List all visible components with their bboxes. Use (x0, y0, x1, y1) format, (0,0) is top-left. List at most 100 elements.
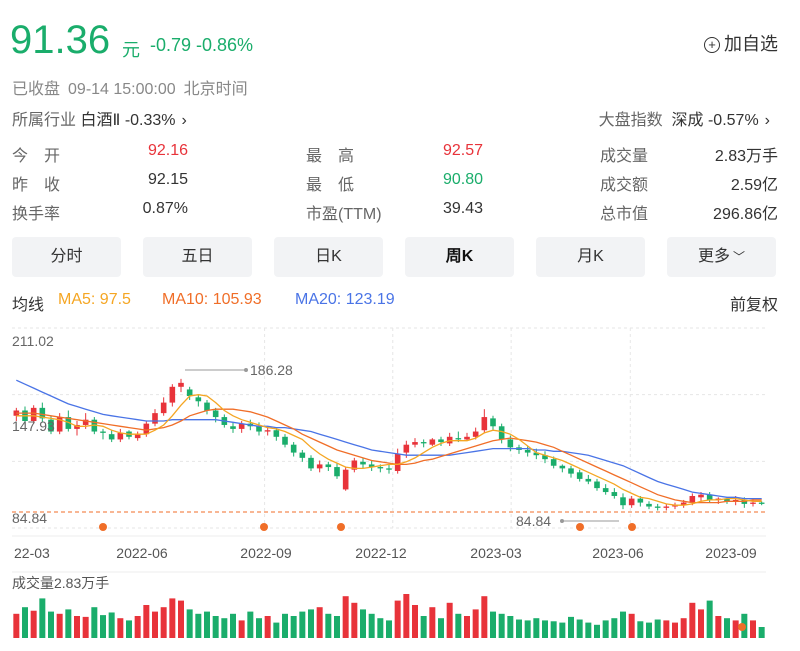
volume-bar (230, 613, 236, 638)
stat-value: 90.80 (442, 171, 483, 188)
volume-bar (325, 613, 332, 638)
volume-bar (576, 619, 583, 638)
candle-body (663, 506, 670, 508)
adjust-toggle[interactable]: 前复权 (729, 297, 778, 314)
stat-value: 92.16 (147, 142, 188, 159)
industry-link[interactable]: 所属行业 白酒Ⅱ -0.33% › (12, 106, 187, 130)
tab-monthly-k[interactable]: 月K (536, 237, 645, 277)
candle-body (377, 467, 384, 469)
min-price-label: 84.84 (516, 513, 551, 529)
candle-body (160, 402, 167, 414)
status-text: 已收盘 (12, 81, 61, 98)
candle-body (273, 430, 280, 437)
candle-body (750, 502, 756, 504)
industry-name: 白酒Ⅱ (80, 112, 121, 129)
event-marker (738, 623, 746, 631)
status-timezone: 北京时间 (183, 81, 248, 98)
volume-bar (654, 619, 661, 638)
tab-weekly-k[interactable]: 周K (405, 237, 514, 277)
candle-body (108, 434, 115, 440)
min-pointer-dot (560, 519, 564, 523)
x-tick-label: 2023-09 (705, 545, 757, 561)
volume-bar (568, 616, 574, 638)
volume-bar (143, 605, 150, 638)
volume-bar (160, 607, 167, 638)
event-marker (99, 523, 107, 531)
chevron-right-icon: › (181, 112, 187, 129)
volume-bar (420, 616, 427, 638)
volume-bar (334, 616, 340, 638)
tab-intraday[interactable]: 分时 (12, 237, 121, 277)
volume-bar (464, 616, 470, 638)
candle-body (143, 423, 150, 435)
candle-body (706, 494, 713, 500)
candle-body (256, 426, 262, 432)
tab-daily-k[interactable]: 日K (274, 237, 383, 277)
candle-body (455, 438, 462, 440)
candle-body (498, 426, 505, 440)
candle-body (464, 436, 470, 440)
volume-label: 成交量2.83万手 (12, 575, 109, 591)
candle-body (368, 464, 375, 468)
volume-bar (498, 613, 505, 638)
volume-bar (490, 611, 496, 638)
candle-body (507, 439, 514, 448)
add-watchlist-button[interactable]: + 加自选 (704, 30, 778, 56)
candle-body (429, 439, 436, 445)
candle-body (178, 382, 184, 387)
volume-bar (559, 622, 566, 638)
candle-body (568, 468, 574, 474)
candle-body (637, 498, 644, 503)
volume-bar (412, 605, 418, 638)
volume-bar (602, 620, 609, 638)
volume-bar (758, 627, 765, 638)
volume-bar (403, 594, 410, 638)
stat-label: 成交量 (600, 148, 649, 165)
volume-bar (13, 613, 20, 638)
stat-label: 最 低 (306, 177, 355, 194)
volume-bar (39, 598, 46, 638)
candle-body (732, 499, 739, 502)
candle-body (264, 430, 271, 432)
tab-more[interactable]: 更多 ﹀ (667, 237, 776, 277)
candle-body (134, 434, 141, 439)
volume-bar (108, 612, 115, 638)
volume-bar (438, 618, 444, 638)
candle-body (342, 469, 349, 490)
tab-five-day[interactable]: 五日 (143, 237, 252, 277)
market-index-link[interactable]: 大盘指数 深成 -0.57% › (599, 106, 770, 130)
stat-label: 最 高 (306, 148, 355, 165)
candle-body (646, 503, 652, 507)
volume-bar (637, 621, 644, 638)
candle-body (212, 410, 219, 418)
candle-body (290, 444, 297, 453)
ma10-line (16, 408, 762, 504)
stat-label: 总市值 (600, 206, 649, 223)
volume-bar (628, 613, 635, 638)
chart-period-tabs: 分时 五日 日K 周K 月K 更多 ﹀ (12, 237, 778, 277)
volume-bar (48, 611, 54, 638)
max-pointer-dot (244, 368, 248, 372)
stat-label: 市盈(TTM) (306, 206, 382, 223)
volume-bar (316, 607, 323, 638)
candle-body (316, 464, 323, 469)
candle-body (412, 442, 418, 445)
volume-bar (750, 620, 756, 638)
ma5-value: MA5: 97.5 (58, 291, 131, 308)
ma5-line (16, 394, 762, 506)
volume-bar (715, 616, 722, 638)
volume-bar (152, 611, 158, 638)
index-name: 深成 (671, 112, 704, 129)
candle-body (30, 407, 37, 422)
event-marker (337, 523, 345, 531)
volume-bar (524, 620, 531, 638)
candle-body (334, 467, 340, 477)
volume-bar (368, 613, 375, 638)
volume-bar (134, 616, 141, 638)
candle-body (559, 465, 566, 469)
candle-body (585, 478, 592, 482)
volume-bar (91, 607, 98, 638)
candle-body (698, 494, 704, 498)
volume-bar (455, 613, 462, 638)
